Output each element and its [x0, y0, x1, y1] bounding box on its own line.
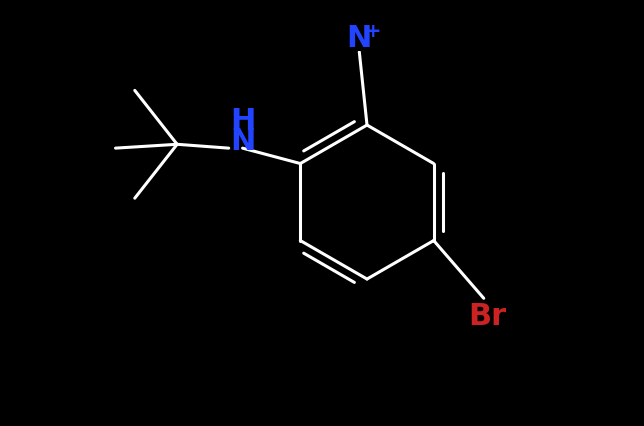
Text: N: N [230, 127, 255, 156]
Text: N: N [346, 24, 372, 53]
Text: +: + [365, 22, 381, 41]
Text: H: H [230, 107, 255, 136]
Text: Br: Br [469, 302, 507, 331]
